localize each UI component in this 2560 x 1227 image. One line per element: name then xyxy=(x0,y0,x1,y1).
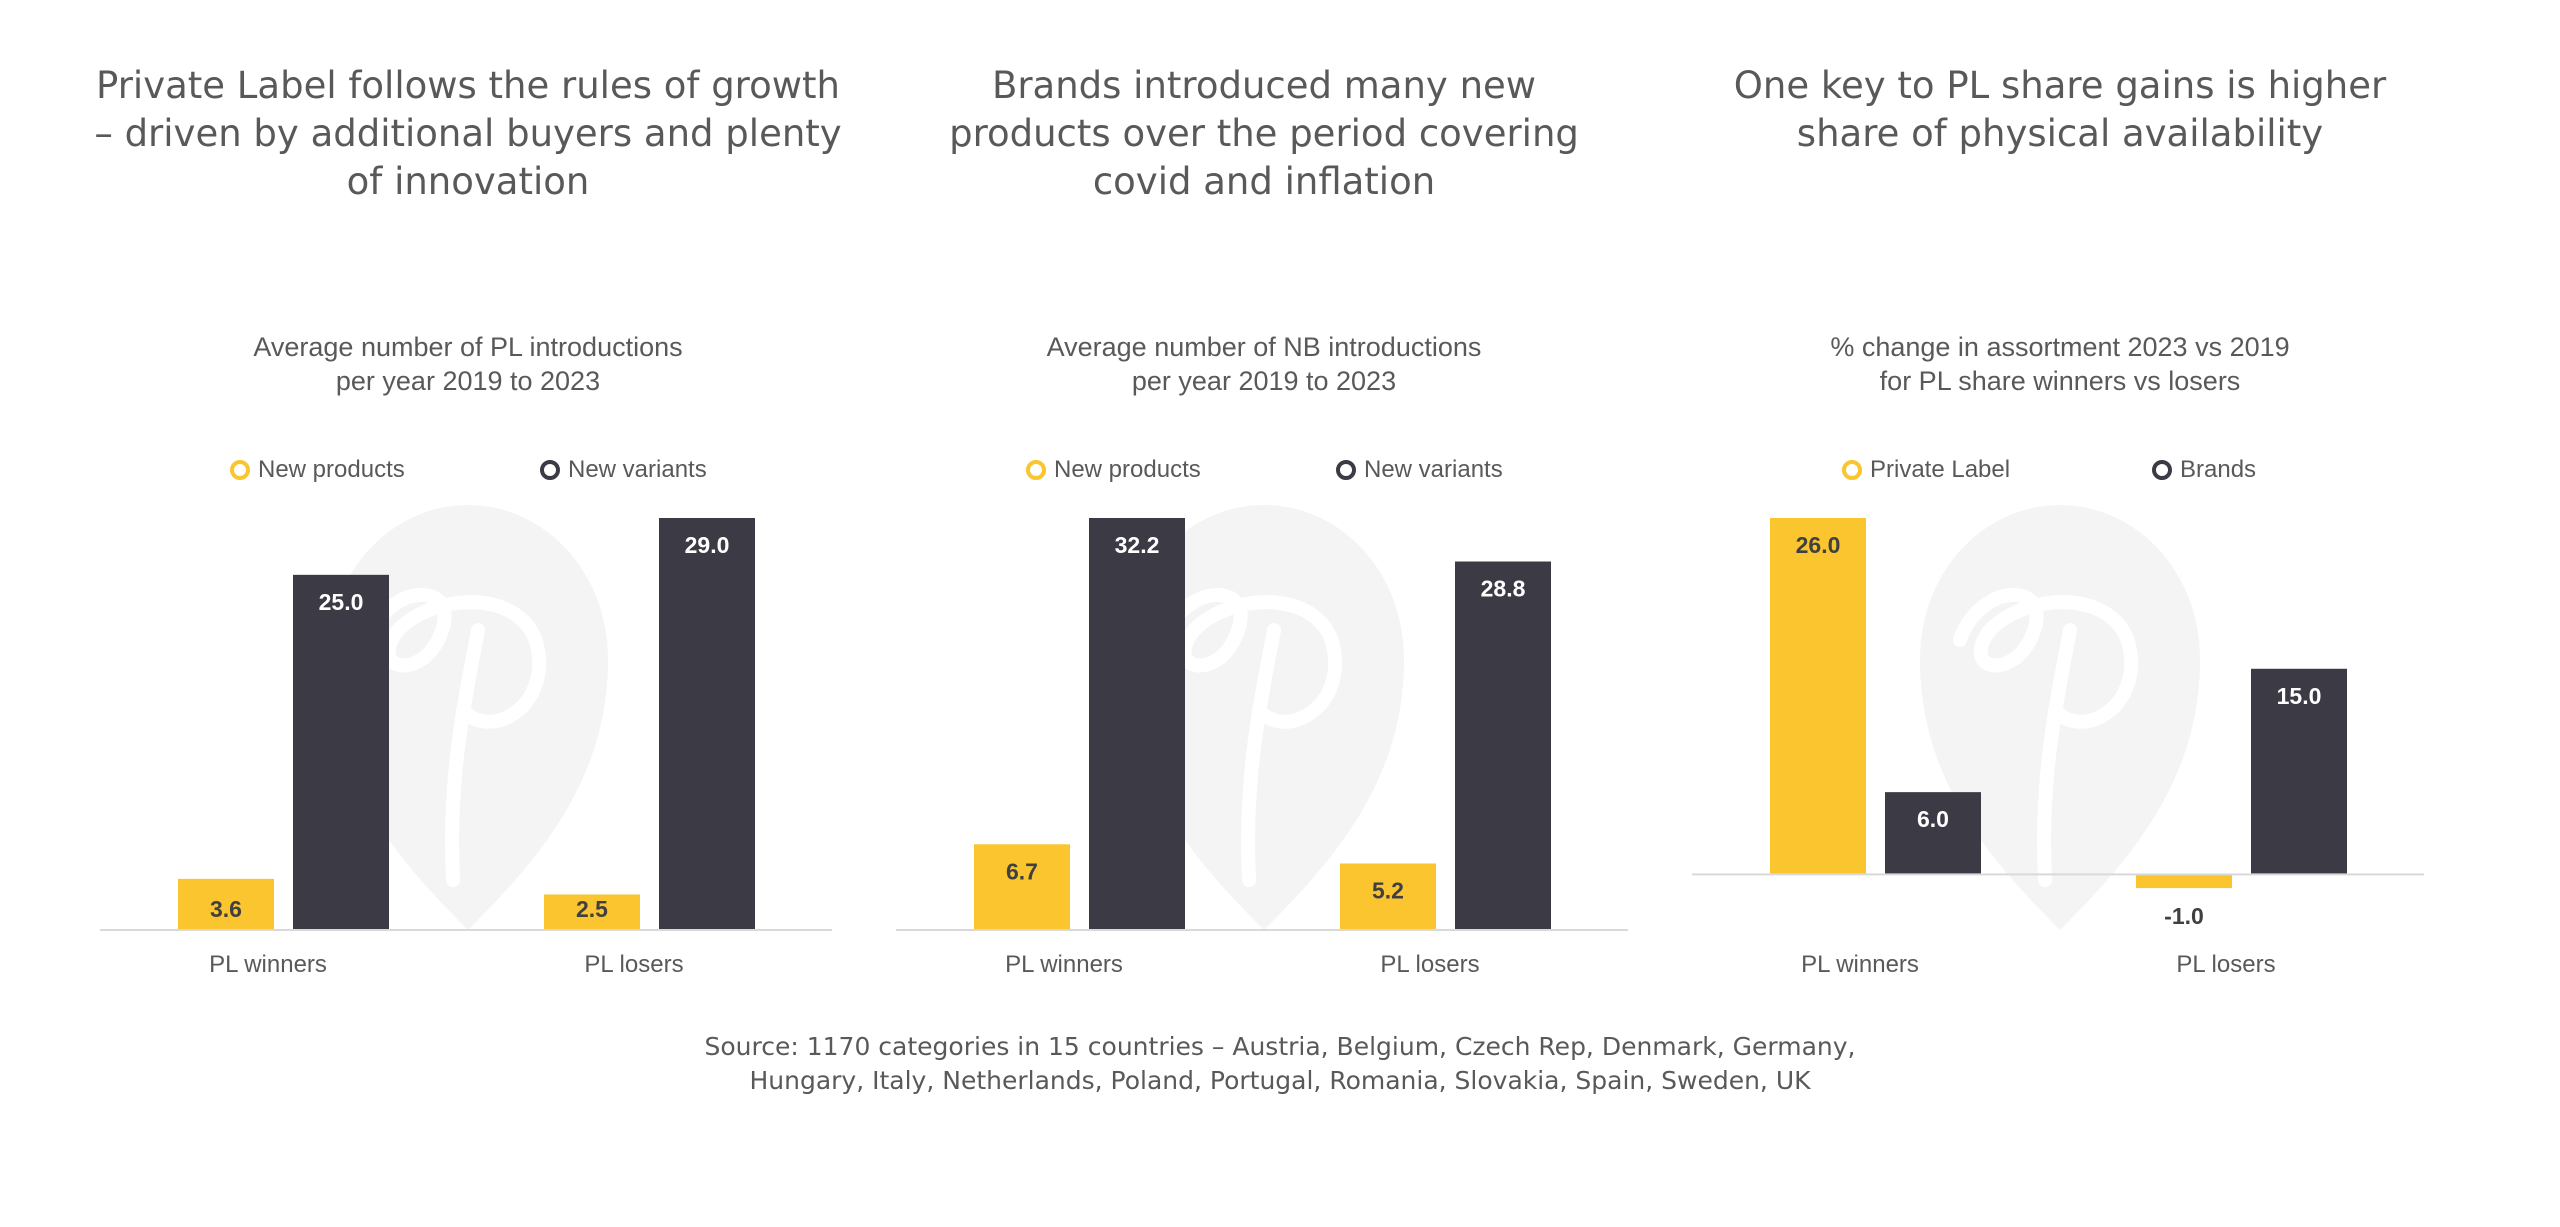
bar-new-products-pl-losers xyxy=(1340,863,1436,930)
category-label: PL losers xyxy=(584,951,683,978)
watermark-logo xyxy=(1920,505,2200,930)
data-label: 2.5 xyxy=(576,896,608,922)
chart-title: Average number of PL introductions per y… xyxy=(68,330,868,398)
chart-title-line: per year 2019 to 2023 xyxy=(1131,366,1397,396)
data-label: 32.2 xyxy=(1115,532,1160,558)
headline-line: share of physical availability xyxy=(1796,112,2324,155)
watermark-script-stroke xyxy=(1953,588,2139,887)
watermark-logo xyxy=(328,505,608,930)
bar-new-products-pl-losers xyxy=(544,894,640,930)
legend-marker-dark xyxy=(1336,460,1356,480)
legend-marker-dark xyxy=(2152,460,2172,480)
data-label: 15.0 xyxy=(2277,683,2322,709)
source-note: Source: 1170 categories in 15 countries … xyxy=(0,1030,2560,1098)
data-label: 6.7 xyxy=(1006,858,1038,884)
data-label: 5.2 xyxy=(1372,877,1404,903)
headline-line: of innovation xyxy=(346,160,590,203)
category-label: PL winners xyxy=(209,951,327,978)
data-label: -1.0 xyxy=(2164,903,2204,929)
bar-private-label-pl-winners xyxy=(1770,518,1866,875)
panel-headline: Private Label follows the rules of growt… xyxy=(68,62,868,206)
headline-line: One key to PL share gains is higher xyxy=(1733,64,2387,107)
bar-new-products-pl-winners xyxy=(974,844,1070,930)
headline-line: Brands introduced many new xyxy=(991,64,1537,107)
legend-label: New products xyxy=(1054,456,1201,483)
source-line: Hungary, Italy, Netherlands, Poland, Por… xyxy=(749,1066,1811,1095)
category-label: PL losers xyxy=(1380,951,1479,978)
watermark-script-stroke xyxy=(361,588,547,887)
headline-line: – driven by additional buyers and plenty xyxy=(94,112,842,155)
legend-item-brands: Brands xyxy=(2152,456,2256,484)
chart-title-line: per year 2019 to 2023 xyxy=(335,366,601,396)
bar-new-products-pl-winners xyxy=(178,878,274,930)
headline-line: Private Label follows the rules of growt… xyxy=(96,64,840,107)
category-label: PL winners xyxy=(1005,951,1123,978)
legend-label: New variants xyxy=(568,456,707,483)
legend-marker-yellow xyxy=(1842,460,1862,480)
legend-item-new-products: New products xyxy=(1026,456,1201,484)
bar-chart-nb-introductions: 6.7 5.2 32.2 28.8 PL winners PL losers xyxy=(896,505,1628,978)
data-label: 6.0 xyxy=(1917,806,1949,832)
source-line: Source: 1170 categories in 15 countries … xyxy=(704,1032,1856,1061)
data-label: 29.0 xyxy=(685,532,730,558)
legend-label: Brands xyxy=(2180,456,2257,483)
watermark-script-stroke xyxy=(1157,588,1343,887)
panel-nb-introductions: Brands introduced many new products over… xyxy=(864,0,1664,1000)
legend-item-private-label: Private Label xyxy=(1842,456,2010,484)
bar-new-variants-pl-losers xyxy=(1455,561,1551,930)
data-label: 28.8 xyxy=(1481,576,1526,602)
panel-pl-introductions: Private Label follows the rules of growt… xyxy=(68,0,868,1000)
chart-title: % change in assortment 2023 vs 2019 for … xyxy=(1660,330,2460,398)
watermark-logo xyxy=(1124,505,1404,930)
bar-brands-pl-winners xyxy=(1885,792,1981,875)
category-label: PL winners xyxy=(1801,951,1919,978)
legend-label: Private Label xyxy=(1870,456,2011,483)
headline-line: products over the period covering xyxy=(949,112,1579,155)
chart-title-line: Average number of PL introductions xyxy=(253,332,683,362)
bar-chart-assortment-change: 26.0 -1.0 6.0 15.0 PL winners PL losers xyxy=(1692,505,2424,978)
bar-private-label-pl-losers xyxy=(2136,874,2232,889)
bar-new-variants-pl-losers xyxy=(659,518,755,930)
panel-headline: Brands introduced many new products over… xyxy=(864,62,1664,206)
bar-new-variants-pl-winners xyxy=(293,574,389,930)
legend-item-new-variants: New variants xyxy=(1336,456,1503,484)
legend-label: New products xyxy=(258,456,405,483)
bar-chart-pl-introductions: 3.6 2.5 25.0 29.0 PL winners PL losers xyxy=(100,505,832,978)
legend-marker-dark xyxy=(540,460,560,480)
chart-title-line: % change in assortment 2023 vs 2019 xyxy=(1830,332,2290,362)
chart-legend: Private Label Brands xyxy=(1660,456,2460,492)
legend-label: New variants xyxy=(1364,456,1503,483)
bar-new-variants-pl-winners xyxy=(1089,518,1185,930)
category-label: PL losers xyxy=(2176,951,2275,978)
chart-legend: New products New variants xyxy=(864,456,1664,492)
panel-headline: One key to PL share gains is higher shar… xyxy=(1660,62,2460,158)
data-label: 3.6 xyxy=(210,896,242,922)
chart-title-line: Average number of NB introductions xyxy=(1046,332,1482,362)
data-label: 25.0 xyxy=(319,589,364,615)
legend-item-new-products: New products xyxy=(230,456,405,484)
chart-title: Average number of NB introductions per y… xyxy=(864,330,1664,398)
bar-brands-pl-losers xyxy=(2251,668,2347,875)
chart-title-line: for PL share winners vs losers xyxy=(1879,366,2241,396)
legend-item-new-variants: New variants xyxy=(540,456,707,484)
headline-line: covid and inflation xyxy=(1092,160,1436,203)
panel-assortment-change: One key to PL share gains is higher shar… xyxy=(1660,0,2460,1000)
chart-legend: New products New variants xyxy=(68,456,868,492)
legend-marker-yellow xyxy=(1026,460,1046,480)
legend-marker-yellow xyxy=(230,460,250,480)
data-label: 26.0 xyxy=(1796,532,1841,558)
